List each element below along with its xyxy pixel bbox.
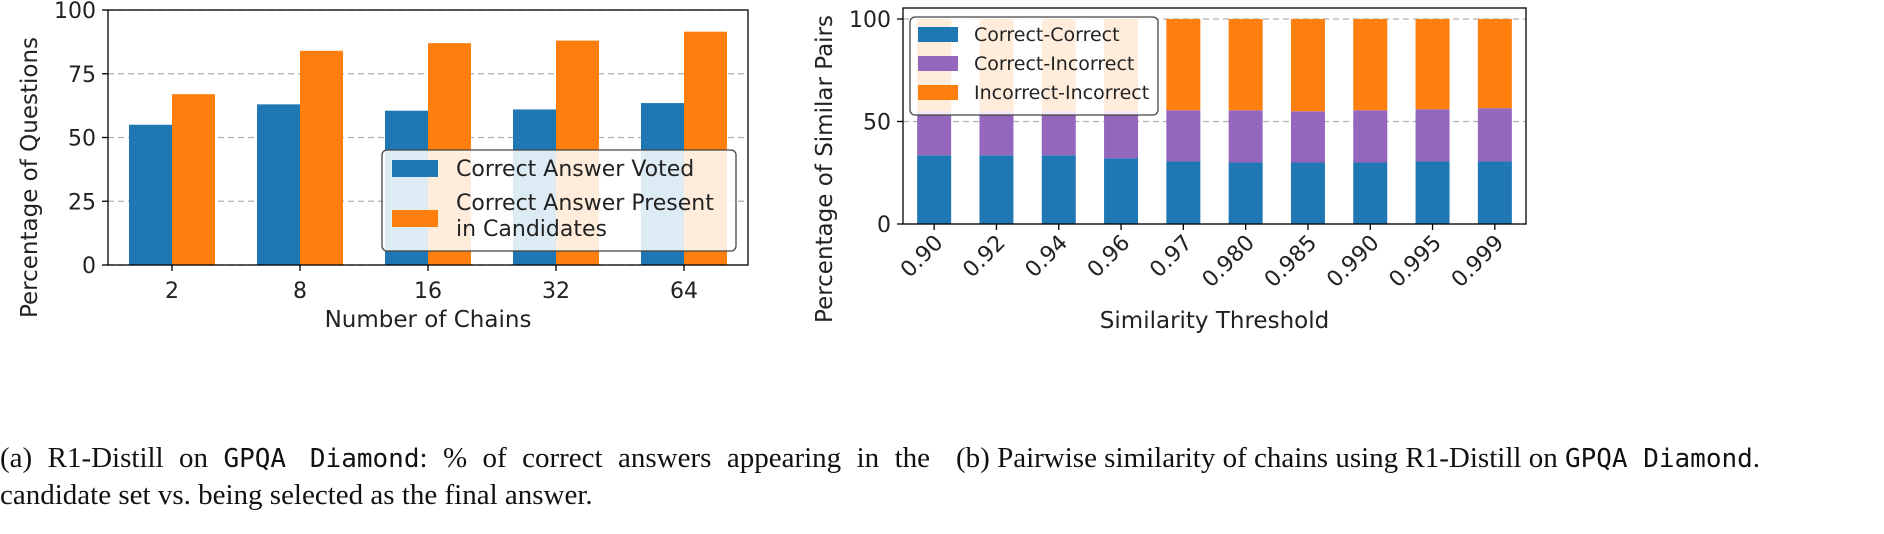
caption-a-rest: : % of correct answers appearing in the …	[0, 442, 931, 511]
bar-voted-8	[257, 104, 300, 265]
y-axis-label: Percentage of Similar Pairs	[812, 15, 838, 323]
y-tick-label: 50	[68, 127, 96, 152]
bar-correct-incorrect-0.94	[1041, 111, 1076, 156]
bar-correct-incorrect-0.990	[1353, 110, 1388, 163]
x-tick-label: 0.97	[1145, 231, 1197, 283]
bar-correct-incorrect-0.90	[917, 111, 952, 156]
bar-incorrect-incorrect-0.999	[1477, 19, 1512, 109]
legend-swatch-voted	[392, 160, 438, 177]
bar-correct-incorrect-0.96	[1104, 111, 1139, 159]
caption-b: (b) Pairwise similarity of chains using …	[956, 440, 1880, 477]
bar-present-8	[300, 50, 343, 265]
legend-label-line: in Candidates	[456, 217, 607, 242]
bar-correct-correct-0.999	[1477, 161, 1512, 224]
caption-b-rest: .	[1752, 442, 1761, 474]
bar-correct-incorrect-0.97	[1166, 110, 1201, 162]
caption-b-prefix: (b) Pairwise similarity of chains using …	[956, 442, 1565, 474]
x-tick-label: 64	[670, 279, 698, 304]
x-axis-label: Similarity Threshold	[1100, 308, 1329, 334]
legend-swatch-correct-incorrect	[918, 56, 958, 71]
y-tick-label: 0	[82, 254, 96, 279]
legend-box	[381, 149, 737, 252]
bar-incorrect-incorrect-0.995	[1415, 19, 1450, 110]
bar-incorrect-incorrect-0.990	[1353, 19, 1388, 111]
bar-correct-correct-0.990	[1353, 162, 1388, 224]
bar-incorrect-incorrect-0.985	[1290, 19, 1325, 112]
legend-label-line: Correct Answer Present	[456, 191, 714, 216]
y-axis-label: Percentage of Questions	[17, 37, 43, 318]
bar-voted-2	[129, 124, 172, 265]
caption-a-dataset: GPQA Diamond	[223, 444, 420, 474]
bar-correct-correct-0.96	[1104, 158, 1139, 224]
x-tick-label: 0.985	[1260, 231, 1322, 293]
legend-label-incorrect-incorrect: Incorrect-Incorrect	[974, 82, 1149, 104]
y-tick-label: 100	[849, 8, 891, 33]
bar-correct-correct-0.97	[1166, 161, 1201, 224]
y-tick-label: 75	[68, 63, 96, 88]
caption-a: (a) R1-Distill on GPQA Diamond: % of cor…	[0, 440, 930, 513]
x-tick-label: 16	[414, 279, 442, 304]
y-tick-label: 100	[54, 0, 96, 24]
bar-correct-correct-0.92	[979, 155, 1014, 224]
bar-correct-incorrect-0.92	[979, 111, 1014, 156]
x-tick-label: 0.980	[1198, 231, 1260, 293]
legend-label-correct-correct: Correct-Correct	[974, 24, 1120, 46]
caption-b-dataset: GPQA Diamond	[1564, 444, 1753, 474]
x-tick-label: 0.995	[1385, 231, 1447, 293]
caption-a-prefix: (a) R1-Distill on	[0, 442, 224, 474]
bar-correct-incorrect-0.980	[1228, 110, 1263, 163]
chart-a: 0 25 50 75 100 2 8 16 32 64 Number of Chains Percen…	[17, 0, 749, 333]
x-tick-label: 0.990	[1322, 231, 1384, 293]
bar-correct-correct-0.980	[1228, 162, 1263, 224]
x-tick-label: 32	[542, 279, 570, 304]
plot-frame	[902, 7, 1527, 225]
x-tick-label: 0.92	[958, 231, 1010, 283]
legend: Correct-Correct Correct-Incorrect Incorrec…	[909, 16, 1159, 116]
legend: Correct Answer Voted Correct Answer Prese…	[381, 149, 737, 252]
bar-present-2	[172, 94, 215, 266]
y-tick-label: 50	[863, 111, 891, 136]
x-tick-label: 8	[293, 279, 307, 304]
legend-swatch-incorrect-incorrect	[918, 85, 958, 100]
bar-correct-incorrect-0.985	[1290, 111, 1325, 163]
bar-correct-incorrect-0.999	[1477, 108, 1512, 162]
bar-correct-correct-0.94	[1041, 155, 1076, 224]
legend-label-voted: Correct Answer Voted	[456, 157, 694, 182]
legend-label-correct-incorrect: Correct-Incorrect	[974, 53, 1134, 75]
legend-swatch-correct-correct	[918, 27, 958, 42]
x-tick-label: 2	[165, 279, 179, 304]
bar-incorrect-incorrect-0.97	[1166, 19, 1201, 111]
legend-label-present: Correct Answer Present in Candidates	[456, 191, 714, 242]
x-tick-label: 0.96	[1083, 231, 1135, 283]
bar-correct-correct-0.985	[1290, 162, 1325, 224]
legend-box	[909, 16, 1159, 116]
x-tick-label: 0.999	[1447, 231, 1509, 293]
legend-swatch-present	[392, 210, 438, 227]
bar-correct-correct-0.995	[1415, 161, 1450, 224]
bar-incorrect-incorrect-0.980	[1228, 19, 1263, 111]
x-tick-label: 0.90	[896, 231, 948, 283]
x-tick-label: 0.94	[1021, 231, 1073, 283]
y-tick-label: 0	[877, 213, 891, 238]
y-tick-label: 25	[68, 190, 96, 215]
bar-correct-correct-0.90	[917, 155, 952, 224]
bar-correct-incorrect-0.995	[1415, 109, 1450, 162]
x-axis-label: Number of Chains	[325, 307, 532, 333]
